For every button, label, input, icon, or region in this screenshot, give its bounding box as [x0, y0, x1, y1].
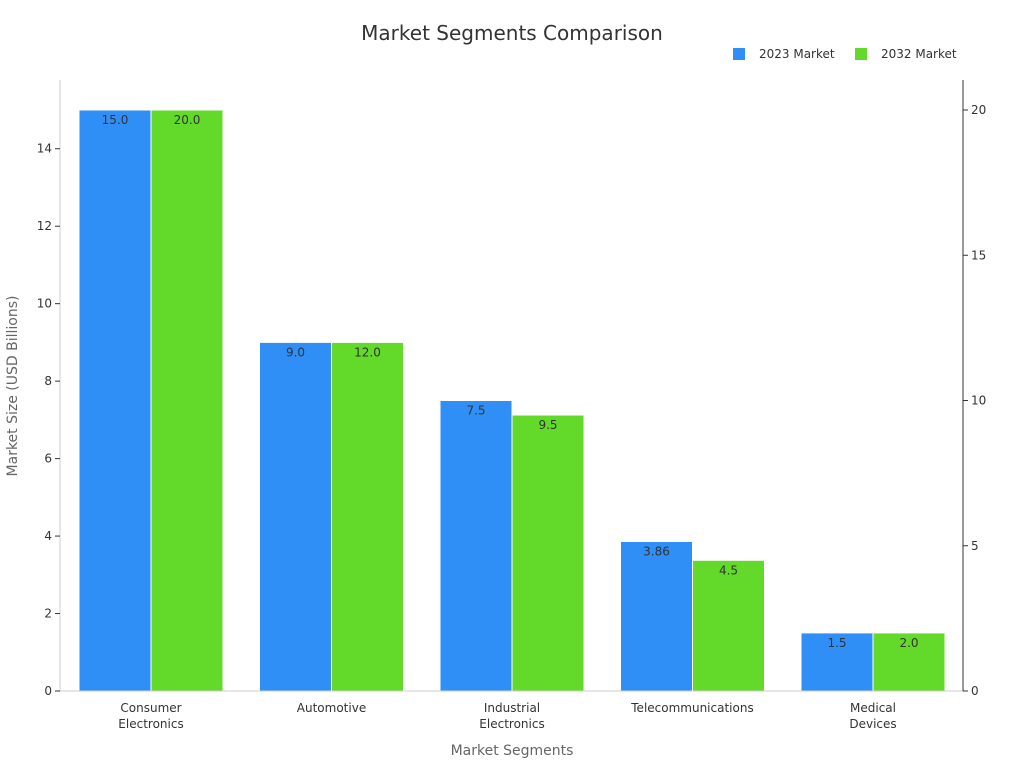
bar-2-1 [150, 109, 224, 692]
x-category-label-line: Devices [849, 717, 896, 731]
bar-value-label: 7.5 [466, 404, 485, 418]
legend: 2023 Market 2032 Market [733, 47, 957, 61]
legend-label: 2032 Market [881, 47, 957, 61]
bar-value-label: 1.5 [827, 636, 846, 650]
y-axis-title: Market Size (USD Billions) [5, 296, 21, 477]
bar-value-label: 15.0 [102, 113, 129, 127]
bar-2-2 [331, 341, 404, 692]
bar-1-1 [78, 109, 152, 692]
y-left-tick-label: 0 [44, 684, 52, 698]
bar-value-label: 20.0 [174, 113, 201, 127]
y-left-tick-label: 10 [37, 297, 52, 311]
bar-value-label: 12.0 [354, 345, 381, 359]
bar-2-4 [692, 559, 765, 692]
bar-1-5 [800, 632, 874, 692]
bar-2-5 [872, 632, 946, 692]
y-right-tick-label: 15 [971, 248, 986, 262]
x-axis-title: Market Segments [451, 743, 574, 759]
y-left-tick-label: 14 [37, 142, 52, 156]
x-category-label: Telecommunications [630, 701, 753, 715]
x-category-label: Consumer Electronics [118, 701, 183, 731]
bar-value-label: 9.0 [286, 345, 305, 359]
y-right-tick-label: 20 [971, 103, 986, 117]
y-right-tick-label: 10 [971, 394, 986, 408]
y-left-tick-label: 8 [44, 374, 52, 388]
x-category-label-line: Automotive [297, 701, 366, 715]
bar-labels-group: 15.0 9.0 7.5 3.86 1.5 20.0 12.0 9.5 4.5 2.0 [102, 113, 919, 650]
x-category-label-line: Medical [850, 701, 896, 715]
bar-value-label: 3.86 [643, 544, 670, 558]
bar-value-label: 4.5 [719, 563, 738, 577]
y-left-tick-label: 12 [37, 219, 52, 233]
x-category-label: Industrial Electronics [479, 701, 544, 731]
y-axis-left-ticks: 0 2 4 6 8 10 12 14 [37, 142, 60, 698]
x-category-label: Automotive [297, 701, 366, 715]
x-category-label-line: Telecommunications [630, 701, 753, 715]
bar-1-4 [620, 540, 693, 692]
bar-value-label: 9.5 [538, 418, 557, 432]
y-right-tick-label: 0 [971, 684, 979, 698]
chart-title: Market Segments Comparison [361, 21, 663, 45]
bars-group [78, 109, 946, 692]
legend-swatch [855, 48, 867, 60]
legend-label: 2023 Market [759, 47, 835, 61]
bar-2-3 [511, 414, 585, 692]
bar-1-2 [259, 341, 332, 692]
y-left-tick-label: 2 [44, 607, 52, 621]
x-category-label-line: Consumer [120, 701, 181, 715]
bar-1-3 [439, 400, 513, 692]
bar-value-label: 2.0 [899, 636, 918, 650]
y-right-tick-label: 5 [971, 539, 979, 553]
y-axis-right-ticks: 0 5 10 15 20 [963, 103, 986, 698]
x-category-label: Medical Devices [849, 701, 896, 731]
x-axis-category-labels: Consumer Electronics Automotive Industrial E… [118, 701, 896, 731]
legend-swatch [733, 48, 745, 60]
x-category-label-line: Electronics [118, 717, 183, 731]
y-left-tick-label: 6 [44, 452, 52, 466]
x-category-label-line: Industrial [484, 701, 540, 715]
x-category-label-line: Electronics [479, 717, 544, 731]
y-left-tick-label: 4 [44, 529, 52, 543]
